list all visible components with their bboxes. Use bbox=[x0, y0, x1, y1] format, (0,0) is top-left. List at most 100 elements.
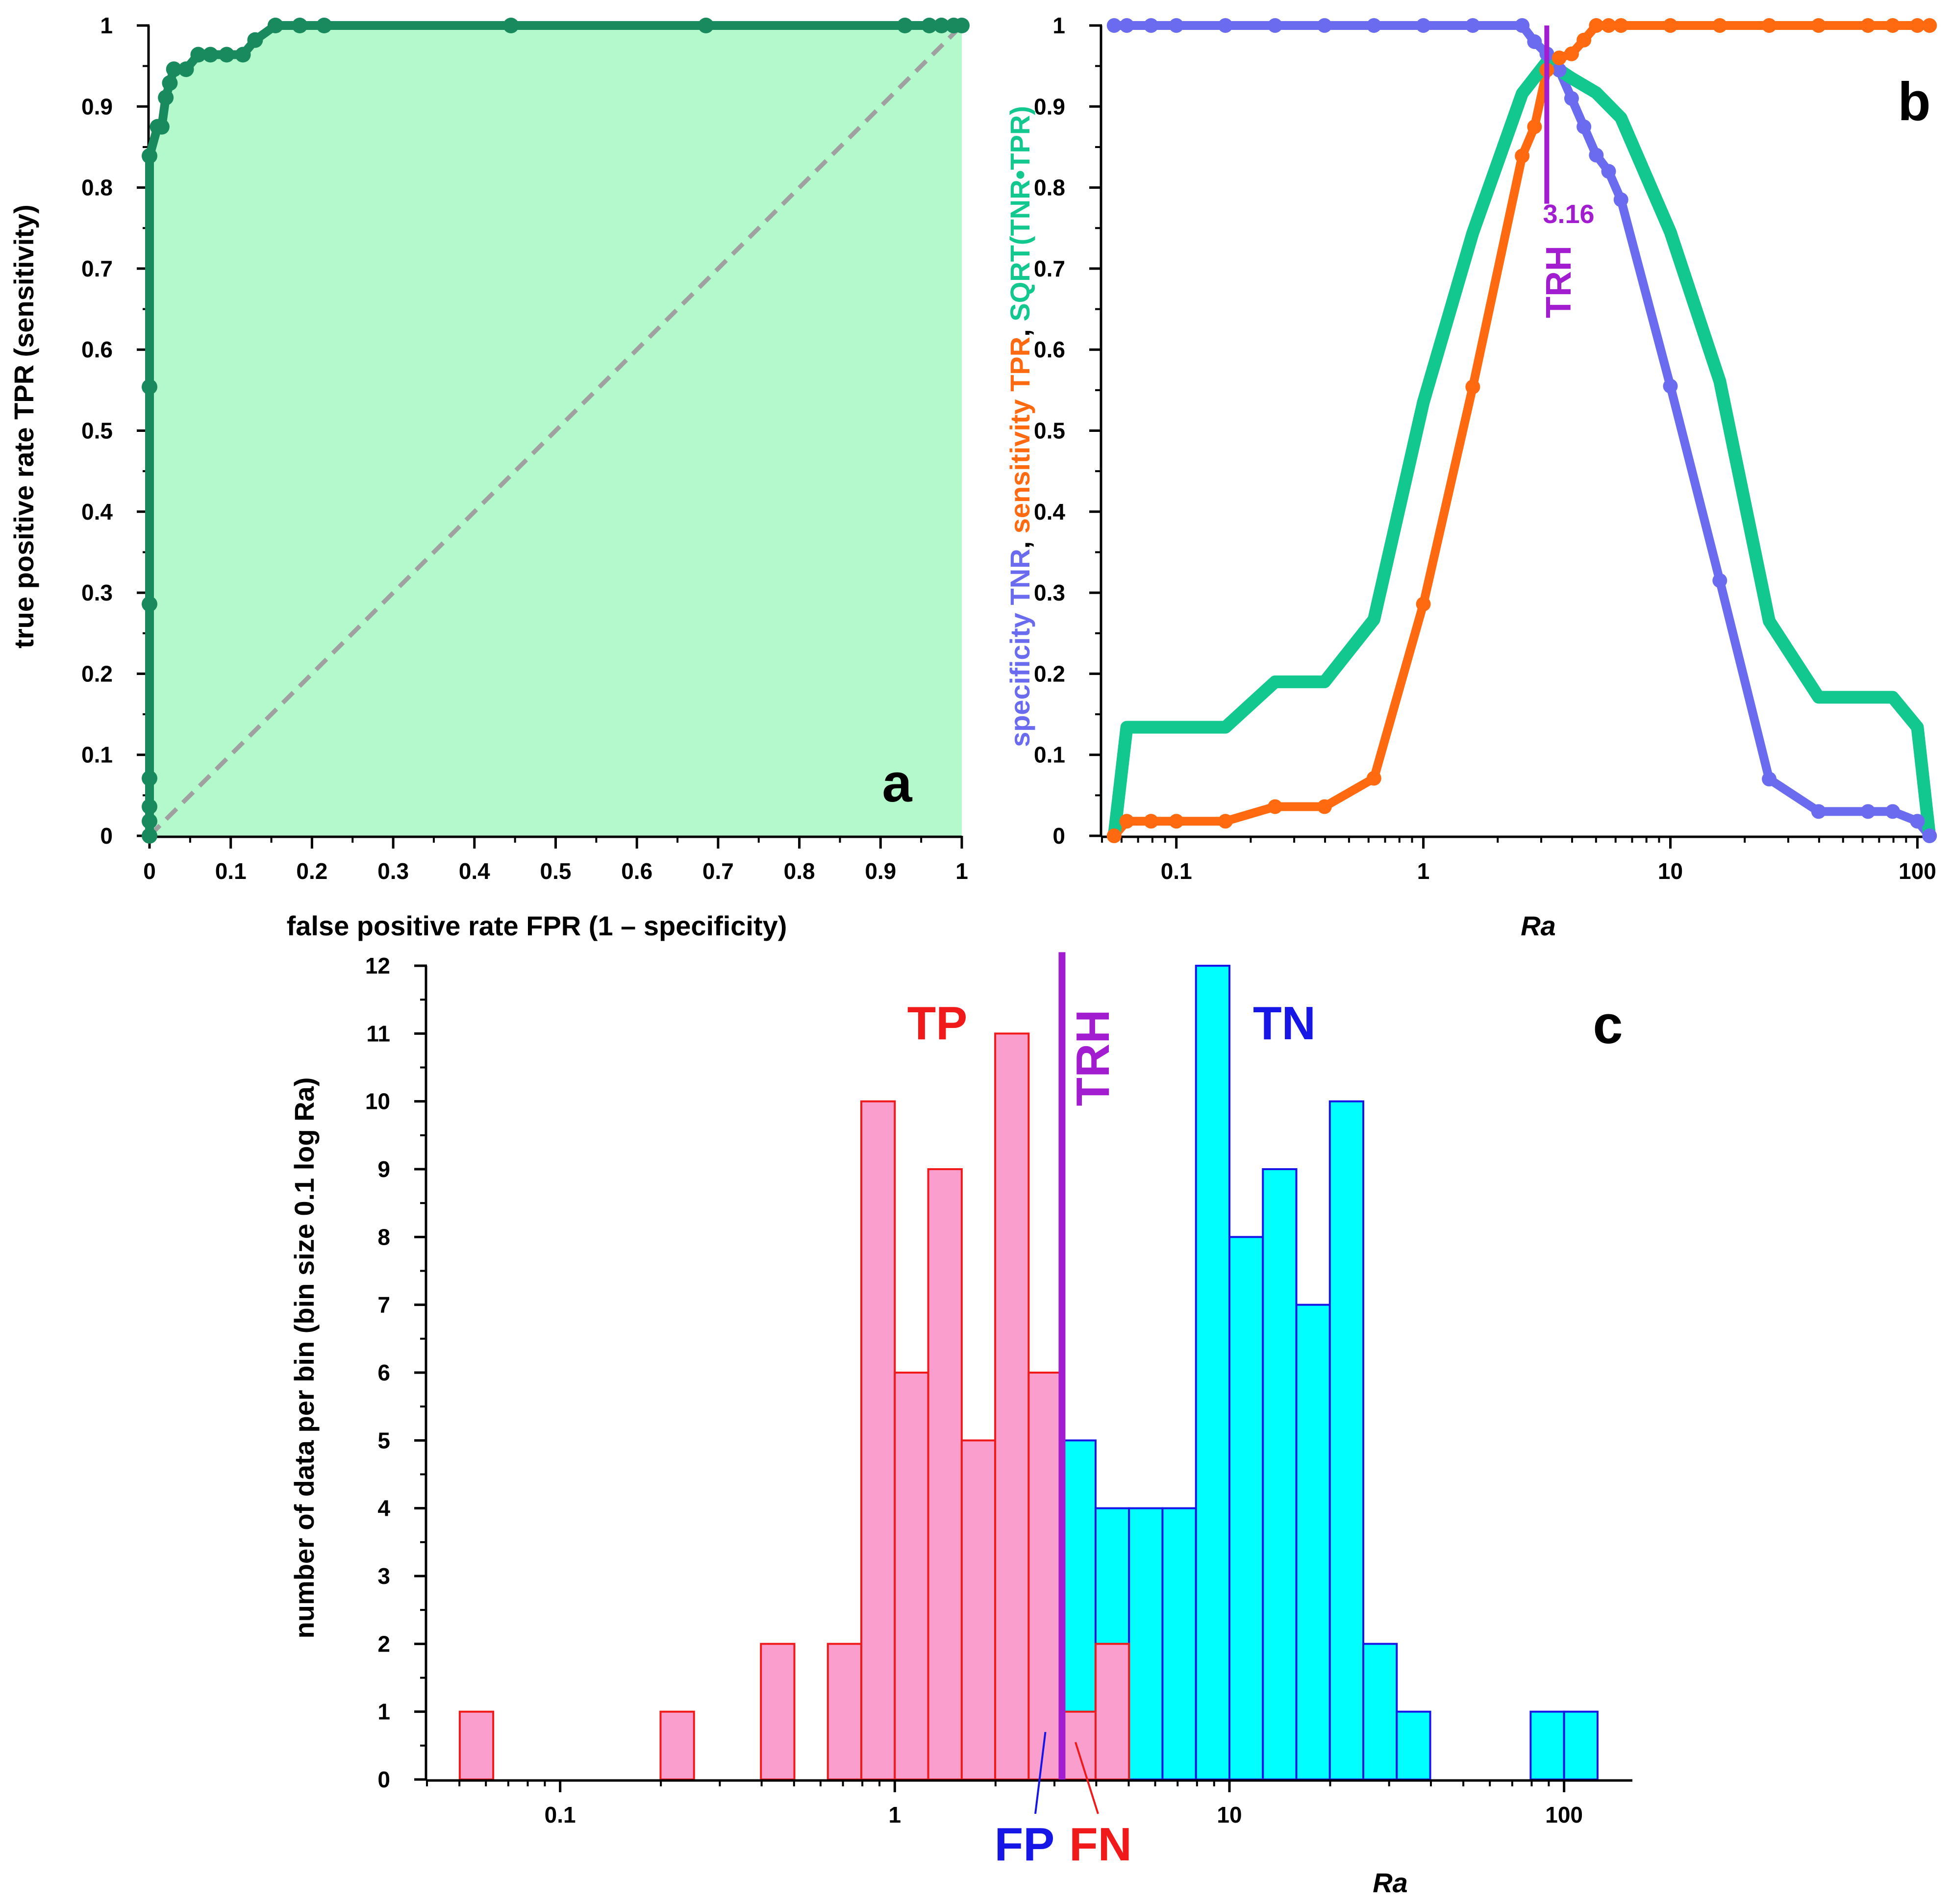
series-point-tnr bbox=[1885, 804, 1901, 819]
roc-point bbox=[503, 18, 519, 33]
y-tick-label: 12 bbox=[365, 953, 390, 978]
series-point-tnr bbox=[1860, 804, 1876, 819]
y-tick-label: 0.5 bbox=[1034, 418, 1065, 444]
tn-bar bbox=[1362, 1643, 1398, 1780]
y-tick-label: 0.5 bbox=[81, 418, 113, 444]
y-tick-label: 5 bbox=[377, 1428, 390, 1453]
roc-point bbox=[698, 18, 714, 33]
series-point-tnr bbox=[1552, 62, 1567, 77]
y-tick-label: 8 bbox=[377, 1224, 390, 1250]
roc-point bbox=[316, 18, 332, 33]
roc-point bbox=[219, 47, 235, 63]
y-tick-label: 0.1 bbox=[1034, 742, 1065, 768]
series-point-tnr bbox=[1712, 573, 1727, 588]
y-label-sensitivity: sensitivity TPR bbox=[1004, 337, 1035, 533]
series-point-tnr bbox=[1811, 804, 1826, 819]
panel-b-rates-chart: 0.1 1 10 100 0 0.1 0.2 0.3 0.4 0.5 0.6 0.7 0.8 0.9 1 T… bbox=[1004, 13, 1937, 941]
y-tick-label: 0.3 bbox=[81, 580, 113, 605]
series-point-tnr bbox=[1169, 18, 1184, 33]
y-tick-label: 0.6 bbox=[81, 337, 113, 362]
panel-b-axes: 0.1 1 10 100 0 0.1 0.2 0.3 0.4 0.5 0.6 0.7 0.8 0.9 1 bbox=[1034, 13, 1936, 884]
series-point-tnr bbox=[1564, 91, 1579, 106]
tn-bar bbox=[1295, 1303, 1331, 1781]
y-axis-label-text: number of data per bin (bin size 0.1 log… bbox=[289, 1077, 320, 1638]
tp-bar bbox=[760, 1643, 796, 1780]
y-tick-label: 0 bbox=[100, 823, 113, 849]
series-point-tnr bbox=[1613, 192, 1628, 207]
series-point-tnr bbox=[1416, 18, 1431, 33]
series-point-tnr bbox=[1527, 34, 1542, 50]
panel-b-x-axis-label: Ra bbox=[1521, 910, 1556, 941]
series-point-tpr bbox=[1601, 18, 1616, 33]
tp-bar bbox=[894, 1372, 929, 1780]
series-point-tpr bbox=[1577, 32, 1592, 48]
y-tick-label: 0.9 bbox=[1034, 94, 1065, 119]
series-point-tnr bbox=[1762, 772, 1777, 787]
series-point-tnr bbox=[1465, 18, 1480, 33]
roc-point bbox=[190, 47, 206, 63]
roc-point bbox=[921, 18, 937, 33]
y-tick-label: 1 bbox=[377, 1699, 390, 1725]
series-point-tpr bbox=[1762, 18, 1777, 33]
tp-bar bbox=[860, 1100, 896, 1781]
series-point-tpr bbox=[1465, 379, 1480, 395]
series-point-tpr bbox=[1552, 50, 1567, 66]
series-point-tpr bbox=[1811, 18, 1826, 33]
x-tick-label: 1 bbox=[889, 1802, 901, 1828]
x-tick-label: 0.2 bbox=[296, 858, 327, 884]
y-label-geometric-mean: SQRT(TNR•TPR) bbox=[1004, 106, 1035, 322]
roc-point bbox=[247, 32, 263, 48]
x-tick-label: 1 bbox=[955, 858, 968, 884]
series-point-tpr bbox=[1712, 18, 1727, 33]
panel-b-threshold-value: 3.16 bbox=[1543, 200, 1594, 229]
panel-c-y-axis-label: number of data per bin (bin size 0.1 log… bbox=[289, 1077, 320, 1638]
series-point-tnr bbox=[1106, 18, 1122, 33]
roc-point bbox=[142, 799, 157, 815]
roc-point bbox=[142, 148, 157, 164]
panel-a-x-axis-label: false positive rate FPR (1 – specificity… bbox=[287, 910, 787, 941]
x-tick-label: 0.5 bbox=[540, 858, 572, 884]
y-tick-label: 0.8 bbox=[1034, 175, 1065, 200]
y-tick-label: 9 bbox=[377, 1156, 390, 1182]
tn-bar bbox=[1328, 1100, 1365, 1781]
series-point-tpr bbox=[1416, 597, 1431, 612]
tp-bar bbox=[1061, 1710, 1097, 1781]
tp-bar bbox=[826, 1643, 863, 1780]
series-point-tnr bbox=[1663, 378, 1678, 394]
y-tick-label: 0.6 bbox=[1034, 337, 1065, 362]
x-tick-label: 10 bbox=[1658, 858, 1683, 884]
tn-bar bbox=[1396, 1710, 1431, 1781]
series-point-tpr bbox=[1119, 814, 1134, 829]
series-point-tpr bbox=[1515, 149, 1530, 164]
y-tick-label: 0 bbox=[1052, 823, 1065, 849]
roc-point bbox=[162, 75, 178, 91]
y-tick-label: 0.4 bbox=[1034, 499, 1065, 525]
tp-bar bbox=[927, 1168, 963, 1780]
y-label-specificity: specificity TNR bbox=[1004, 549, 1035, 747]
series-point-tpr bbox=[1885, 18, 1901, 33]
y-tick-label: 0.2 bbox=[1034, 661, 1065, 686]
y-tick-label: 1 bbox=[100, 13, 113, 38]
series-point-tnr bbox=[1922, 828, 1937, 843]
series-point-tnr bbox=[1910, 814, 1925, 829]
x-tick-label: 0.1 bbox=[545, 1802, 576, 1828]
y-tick-label: 4 bbox=[377, 1496, 390, 1521]
y-tick-label: 0.7 bbox=[1034, 256, 1065, 281]
x-tick-label: 0 bbox=[143, 858, 156, 884]
x-tick-label: 0.1 bbox=[1161, 858, 1192, 884]
fn-annotation-leader bbox=[1075, 1742, 1099, 1814]
roc-point bbox=[142, 770, 157, 786]
panel-a-label: a bbox=[882, 753, 912, 813]
panel-b-y-axis-label: specificity TNR, sensitivity TPR, SQRT(T… bbox=[1004, 106, 1035, 747]
tn-annotation: TN bbox=[1253, 997, 1316, 1050]
y-tick-label: 0.8 bbox=[81, 175, 113, 200]
roc-point bbox=[897, 18, 913, 33]
x-tick-label: 0.4 bbox=[459, 858, 490, 884]
y-tick-label: 0.1 bbox=[81, 742, 113, 768]
tn-bar bbox=[1161, 1507, 1197, 1781]
series-point-tpr bbox=[1860, 18, 1876, 33]
x-tick-label: 0.6 bbox=[621, 858, 652, 884]
x-tick-label: 0.1 bbox=[215, 858, 247, 884]
panel-a-axes: 0 0.1 0.2 0.3 0.4 0.5 0.6 0.7 0.8 0.9 1 0 0.1 0.2 0.3 0… bbox=[81, 13, 968, 884]
